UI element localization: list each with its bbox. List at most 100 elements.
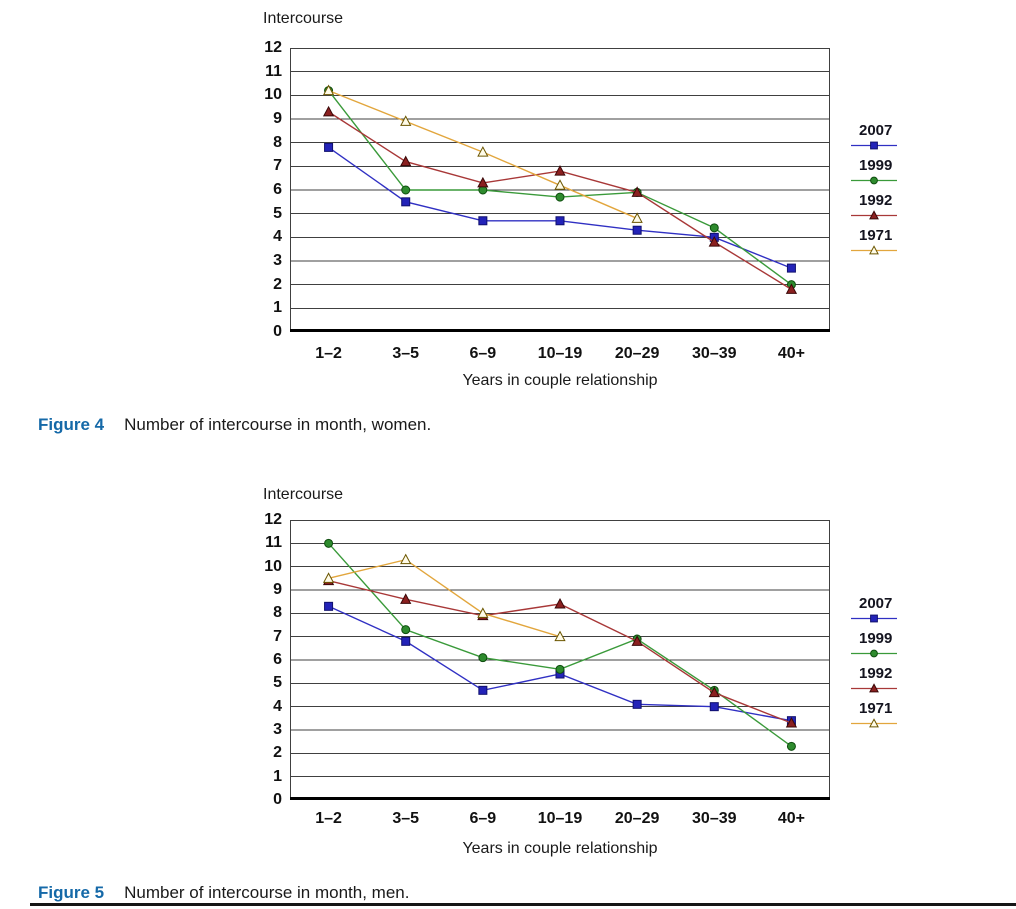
marker-1971: [322, 84, 335, 96]
marker-1999: [786, 741, 796, 751]
y-tick-label: 4: [273, 228, 282, 246]
x-tick-label: 1–2: [315, 810, 342, 827]
x-tick-label: 20–29: [614, 345, 660, 362]
series-line-2007: [328, 605, 792, 722]
marker-1971: [477, 146, 489, 157]
marker-2007: [401, 197, 411, 207]
marker-1992: [322, 105, 335, 117]
x-tick-label: 6–9: [469, 345, 497, 362]
marker-1971: [554, 179, 566, 190]
marker-1999: [401, 625, 411, 635]
y-tick-label: 6: [273, 651, 282, 668]
y-tick-label: 12: [264, 511, 282, 528]
legend-entry-1999: 1999: [851, 157, 899, 187]
x-tick-label: 10–19: [537, 345, 583, 362]
legend-marker-1999: [851, 649, 897, 658]
marker-1992: [708, 236, 720, 247]
women-plot-area: [290, 48, 830, 332]
women-chart-y-title: Intercourse: [263, 10, 344, 27]
legend-label: 1971: [859, 227, 893, 244]
legend-entry-1999: 1999: [851, 630, 899, 660]
y-tick-label: 7: [273, 627, 282, 645]
y-tick-label: 2: [273, 744, 282, 762]
men-plot-area: [290, 520, 830, 800]
marker-1992: [400, 155, 412, 167]
y-tick-label: 3: [273, 252, 282, 269]
figure-4-label: Figure 4: [38, 415, 105, 434]
marker-1971: [322, 572, 335, 583]
y-tick-label: 0: [273, 791, 282, 808]
marker-1971: [554, 630, 566, 642]
legend-entry-1992: 1992: [851, 192, 899, 222]
legend-label: 1999: [859, 157, 893, 174]
marker-1992: [554, 165, 566, 176]
figure-5-label: Figure 5: [38, 883, 105, 902]
legend-marker-2007: [851, 614, 897, 623]
y-tick-label: 9: [273, 110, 282, 127]
legend-marker-1971: [851, 245, 897, 255]
x-tick-label: 20–29: [614, 810, 660, 827]
men-legend: 2007 1999 1992 1971: [851, 595, 899, 730]
x-tick-label: 1–2: [315, 345, 342, 362]
marker-2007: [870, 141, 878, 150]
series-line-1999: [328, 542, 792, 747]
legend-label: 1992: [859, 192, 893, 209]
marker-2007: [870, 614, 878, 623]
marker-1992: [631, 635, 643, 646]
marker-2007: [632, 225, 642, 235]
marker-1992: [785, 283, 798, 294]
men-chart-y-title: Intercourse: [263, 486, 344, 503]
y-tick-label: 3: [273, 721, 282, 738]
marker-1999: [555, 664, 565, 674]
x-tick-label: 3–5: [392, 345, 420, 362]
y-tick-label: 5: [273, 204, 282, 222]
y-tick-label: 12: [264, 39, 282, 56]
women-x-axis: 1–2 3–5 6–9 10–19 20–29 30–39 40+: [290, 345, 830, 363]
marker-1971: [869, 245, 879, 255]
marker-1971: [400, 553, 412, 565]
legend-label: 1999: [859, 630, 893, 647]
marker-2007: [786, 263, 796, 273]
legend-marker-1999: [851, 176, 897, 185]
y-tick-label: 10: [264, 557, 282, 575]
marker-1992: [554, 597, 566, 609]
marker-1971: [631, 212, 643, 223]
y-tick-label: 11: [265, 62, 282, 80]
marker-1992: [785, 716, 798, 728]
marker-2007: [632, 699, 642, 709]
x-tick-label: 3–5: [392, 810, 420, 827]
marker-2007: [324, 142, 334, 152]
marker-1999: [870, 649, 878, 658]
y-tick-label: 8: [273, 604, 282, 622]
figure-4-text: Number of intercourse in month, women.: [124, 415, 432, 434]
marker-1992: [869, 683, 879, 693]
legend-entry-1992: 1992: [851, 665, 899, 695]
y-tick-label: 8: [273, 133, 282, 151]
y-tick-label: 10: [264, 86, 282, 104]
legend-label: 1992: [859, 665, 893, 682]
marker-1992: [477, 176, 489, 188]
x-tick-label: 30–39: [692, 345, 737, 362]
legend-label: 2007: [859, 595, 893, 612]
legend-entry-1971: 1971: [851, 227, 899, 257]
legend-marker-1971: [851, 718, 897, 728]
y-tick-label: 4: [273, 697, 282, 715]
x-tick-label: 40+: [777, 345, 805, 362]
figure-5-caption: Figure 5 Number of intercourse in month, …: [38, 883, 409, 903]
y-tick-label: 6: [273, 181, 282, 198]
y-tick-label: 2: [273, 275, 282, 293]
y-tick-label: 7: [273, 157, 282, 175]
y-tick-label: 11: [265, 534, 282, 552]
legend-entry-2007: 2007: [851, 595, 899, 625]
y-tick-label: 1: [273, 767, 282, 785]
marker-1999: [709, 223, 719, 233]
marker-1999: [870, 176, 878, 185]
bottom-rule-divider: [30, 903, 1016, 906]
women-x-axis-title: Years in couple relationship: [462, 372, 658, 389]
marker-1999: [401, 185, 411, 195]
y-tick-label: 9: [273, 581, 282, 598]
series-line-1971: [328, 558, 561, 638]
legend-marker-1992: [851, 210, 897, 220]
men-x-axis: 1–2 3–5 6–9 10–19 20–29 30–39 40+: [290, 810, 830, 828]
marker-1992: [708, 686, 720, 698]
